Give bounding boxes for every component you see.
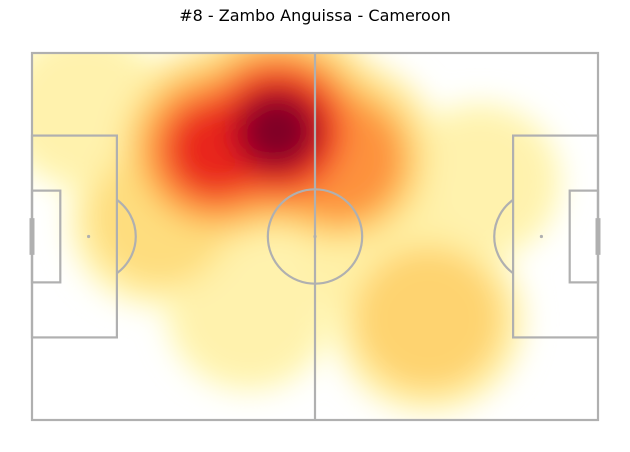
right-penalty-spot xyxy=(539,234,544,239)
heat-blob xyxy=(242,96,313,166)
centre-circle xyxy=(266,188,364,285)
right-penalty-arc xyxy=(493,198,514,275)
heat-blob xyxy=(357,250,499,388)
heatmap-layer xyxy=(32,53,563,415)
chart-title: #8 - Zambo Anguissa - Cameroon xyxy=(179,6,451,25)
left-penalty-spot xyxy=(87,234,91,239)
heat-blobs xyxy=(32,53,563,415)
left-six-yard-box xyxy=(30,189,62,284)
right-six-yard-box xyxy=(568,189,600,284)
pitch-markings xyxy=(29,51,601,422)
left-penalty-arc xyxy=(116,198,137,275)
centre-spot xyxy=(313,234,317,239)
